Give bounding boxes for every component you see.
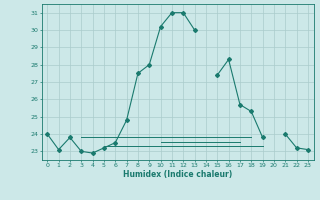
X-axis label: Humidex (Indice chaleur): Humidex (Indice chaleur) (123, 170, 232, 179)
